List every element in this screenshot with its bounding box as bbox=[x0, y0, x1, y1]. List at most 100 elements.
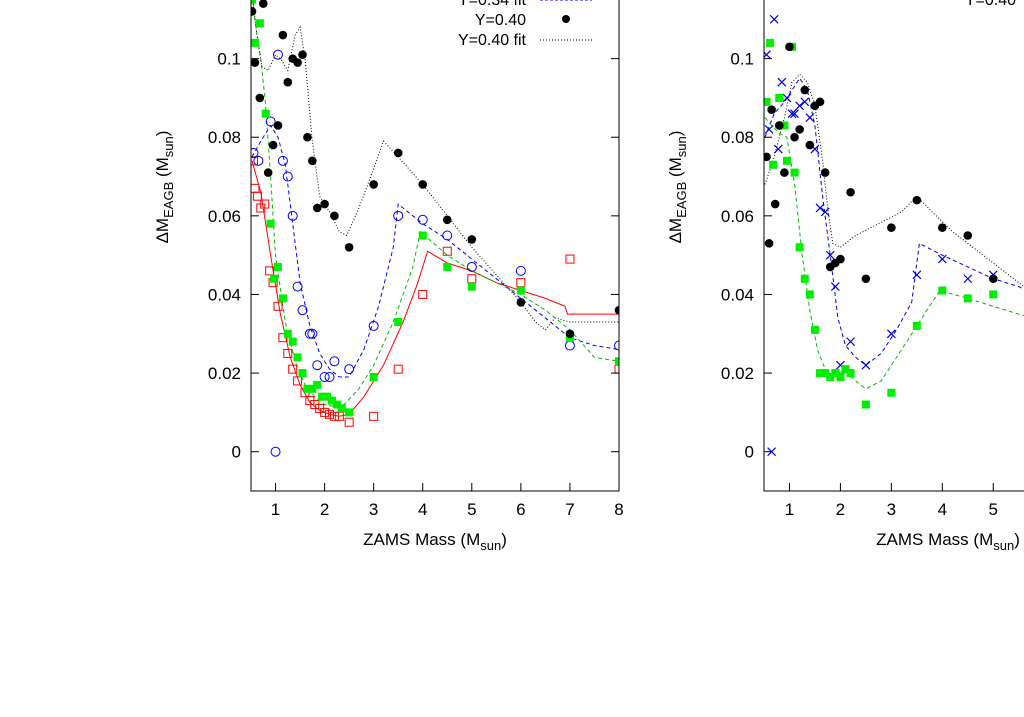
right-data-point bbox=[937, 254, 947, 264]
left-data-point bbox=[467, 274, 477, 284]
right-data-point bbox=[764, 239, 774, 248]
right-x-tick-label: 5 bbox=[989, 500, 998, 519]
left-data-point bbox=[253, 155, 264, 166]
right-data-point bbox=[780, 121, 789, 130]
right-data-point bbox=[887, 223, 896, 232]
right-y-tick-label: 0.08 bbox=[721, 128, 754, 147]
left-x-tick-label: 7 bbox=[565, 500, 574, 519]
left-y-tick-label: 0.02 bbox=[208, 364, 241, 383]
left-data-point bbox=[393, 364, 403, 374]
left-data-point bbox=[251, 7, 257, 16]
left-data-point bbox=[265, 116, 276, 127]
right-data-point bbox=[846, 337, 856, 347]
right-data-point bbox=[861, 360, 871, 370]
left-data-point bbox=[283, 77, 293, 87]
right-data-point bbox=[821, 369, 830, 378]
left-data-point bbox=[303, 132, 312, 142]
left-x-tick-label: 3 bbox=[369, 500, 378, 519]
right-legend: Y=0.40 bbox=[965, 0, 1016, 9]
right-data-point bbox=[815, 203, 825, 213]
left-data-point bbox=[564, 340, 575, 351]
right-data-point bbox=[790, 109, 799, 119]
left-data-point bbox=[516, 298, 526, 307]
right-data-point bbox=[766, 38, 775, 47]
left-plot-data bbox=[251, 0, 619, 457]
left-fit-line bbox=[252, 0, 619, 331]
left-data-point bbox=[327, 396, 336, 405]
left-data-point bbox=[337, 404, 346, 413]
right-data-point bbox=[912, 321, 921, 330]
left-data-point bbox=[325, 409, 335, 419]
right-data-point bbox=[800, 97, 810, 107]
right-fit-line bbox=[764, 73, 1024, 288]
left-data-point bbox=[288, 337, 297, 346]
left-y-tick-label: 0.06 bbox=[208, 207, 241, 226]
right-data-point bbox=[773, 144, 783, 154]
right-data-point bbox=[912, 270, 922, 280]
left-data-point bbox=[516, 286, 525, 295]
left-data-point bbox=[330, 211, 339, 221]
left-x-tick-label: 1 bbox=[271, 500, 280, 519]
left-data-point bbox=[251, 156, 258, 166]
right-data-point bbox=[775, 93, 784, 102]
right-y-tick-label: 0 bbox=[745, 443, 754, 462]
right-x-tick-label: 1 bbox=[785, 500, 794, 519]
left-data-point bbox=[297, 305, 308, 316]
right-data-point bbox=[825, 250, 835, 260]
left-data-point bbox=[323, 392, 332, 401]
right-data-point bbox=[989, 290, 998, 299]
right-data-point bbox=[780, 168, 789, 177]
left-data-point bbox=[344, 364, 355, 375]
left-data-point bbox=[565, 329, 575, 339]
right-data-point bbox=[790, 132, 799, 142]
left-data-point bbox=[319, 372, 330, 383]
left-x-axis-title: ZAMS Mass (Msun) bbox=[363, 530, 507, 553]
right-x-tick-label: 2 bbox=[836, 500, 845, 519]
left-data-point bbox=[251, 0, 256, 4]
left-x-tick-label: 4 bbox=[418, 500, 427, 519]
right-data-point bbox=[836, 373, 845, 382]
left-data-point bbox=[565, 254, 575, 264]
right-data-point bbox=[938, 286, 947, 295]
right-x-axis-title: ZAMS Mass (Msun) bbox=[876, 530, 1020, 553]
right-data-point bbox=[769, 14, 779, 24]
right-data-point bbox=[963, 274, 973, 284]
left-data-point bbox=[293, 58, 302, 67]
right-data-point bbox=[841, 365, 850, 374]
right-fit-line bbox=[764, 117, 1024, 390]
right-data-point bbox=[963, 294, 972, 303]
left-data-point bbox=[263, 168, 273, 177]
left-data-point bbox=[394, 317, 403, 326]
right-data-point bbox=[846, 369, 855, 378]
left-x-tick-label: 6 bbox=[516, 500, 525, 519]
left-data-point bbox=[443, 262, 452, 271]
right-data-point bbox=[774, 121, 784, 130]
right-data-point bbox=[795, 243, 804, 252]
right-data-point bbox=[785, 42, 794, 52]
right-y-axis-title: ΔMEAGB (Msun) bbox=[666, 131, 689, 244]
left-x-tick-label: 8 bbox=[614, 500, 623, 519]
right-data-point bbox=[815, 97, 825, 107]
right-data-point bbox=[777, 77, 787, 87]
right-plot-data bbox=[764, 14, 1024, 457]
right-y-tick-label: 0.04 bbox=[721, 285, 754, 304]
right-data-point bbox=[767, 105, 776, 115]
right-data-point bbox=[830, 282, 840, 292]
left-data-point bbox=[273, 301, 283, 311]
left-data-point bbox=[283, 329, 292, 338]
right-data-point bbox=[836, 254, 845, 264]
left-data-point bbox=[272, 49, 283, 60]
right-data-point bbox=[769, 160, 778, 169]
right-x-tick-label: 4 bbox=[938, 500, 947, 519]
left-data-point bbox=[268, 140, 278, 150]
left-data-point bbox=[260, 199, 270, 209]
left-data-point bbox=[324, 372, 335, 383]
left-data-point bbox=[312, 203, 322, 213]
left-data-point bbox=[293, 353, 302, 362]
right-data-point bbox=[764, 124, 774, 134]
left-fit-line bbox=[251, 124, 619, 378]
left-y-tick-label: 0 bbox=[232, 443, 241, 462]
left-data-point bbox=[320, 199, 329, 209]
